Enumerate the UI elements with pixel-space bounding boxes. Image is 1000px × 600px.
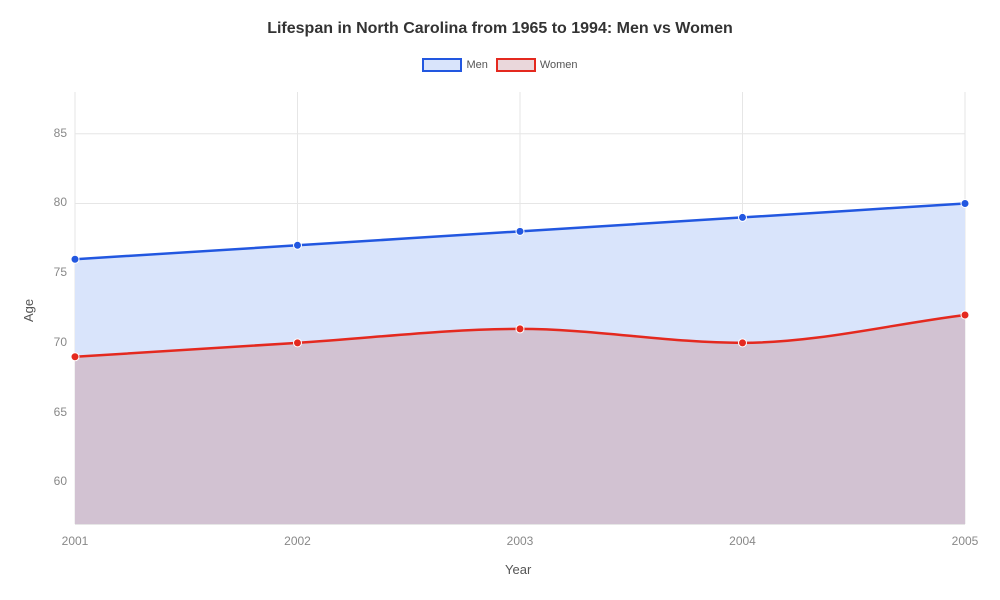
legend-item-women: Women [496, 58, 578, 72]
legend-swatch-men [422, 58, 462, 72]
x-tick-label: 2004 [729, 534, 756, 548]
x-tick-label: 2003 [507, 534, 534, 548]
y-tick-label: 75 [27, 265, 67, 279]
y-axis-label: Age [21, 299, 36, 322]
legend-item-men: Men [422, 58, 487, 72]
chart-plot-area [75, 92, 965, 524]
x-tick-label: 2001 [62, 534, 89, 548]
legend-swatch-women [496, 58, 536, 72]
y-tick-label: 70 [27, 335, 67, 349]
y-tick-label: 80 [27, 195, 67, 209]
legend-label-women: Women [540, 59, 578, 71]
x-tick-label: 2002 [284, 534, 311, 548]
y-tick-label: 65 [27, 405, 67, 419]
chart-title: Lifespan in North Carolina from 1965 to … [0, 20, 1000, 38]
x-axis-label: Year [505, 562, 531, 577]
x-tick-label: 2005 [952, 534, 979, 548]
y-tick-label: 85 [27, 126, 67, 140]
chart-svg [75, 92, 965, 524]
legend-label-men: Men [466, 59, 487, 71]
y-tick-label: 60 [27, 474, 67, 488]
chart-legend: Men Women [0, 58, 1000, 72]
